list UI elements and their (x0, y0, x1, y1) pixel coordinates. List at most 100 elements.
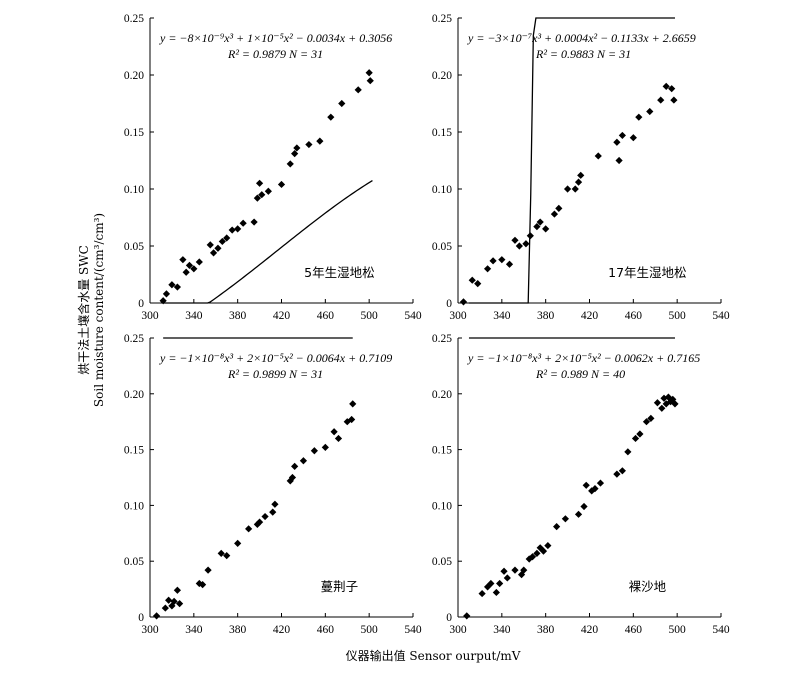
x-tick-label: 300 (449, 310, 467, 322)
data-point (152, 612, 161, 620)
data-point (528, 553, 537, 561)
data-point (255, 179, 264, 187)
y-tick-label: 0.10 (432, 184, 452, 196)
data-point (159, 297, 167, 305)
y-tick-label: 0.10 (124, 184, 144, 196)
y-tick-label: 0 (446, 612, 452, 624)
data-point (349, 400, 357, 408)
data-point (658, 404, 666, 412)
x-tick-label: 340 (493, 624, 511, 636)
data-point (553, 523, 561, 531)
data-point (365, 69, 373, 77)
data-point (255, 518, 264, 526)
data-point (218, 237, 226, 246)
x-tick-label: 460 (317, 310, 335, 322)
data-point (596, 479, 605, 487)
y-axis-label-cn: 烘干法土壤含水量 SWC (76, 245, 91, 375)
data-point (594, 152, 602, 160)
data-point (542, 225, 550, 233)
data-point (613, 470, 621, 478)
data-point (533, 223, 541, 231)
data-point (588, 487, 596, 495)
data-point (669, 395, 677, 403)
y-tick-label: 0.15 (124, 127, 144, 139)
data-point (474, 280, 482, 288)
scatter-panel-1: 300 340 380 420 460 500 540 0 0.05 0.10 0.15 0.20 0.… (124, 13, 422, 322)
data-point (253, 520, 261, 528)
data-point (277, 180, 286, 189)
data-point (591, 485, 599, 493)
fit-curve (163, 180, 373, 304)
scatter-panel-4: 300 340 380 420 460 500 540 0 0.05 0.10 0.15 0.20 0.… (432, 333, 730, 636)
data-point (520, 566, 528, 574)
y-tick-label: 0.25 (124, 13, 144, 25)
data-point (555, 204, 563, 212)
data-point (662, 82, 670, 90)
data-point (483, 265, 492, 273)
panel-label: 17年生湿地松 (608, 265, 686, 280)
data-point (563, 185, 572, 193)
data-point (175, 600, 184, 608)
data-point (271, 500, 279, 508)
scatter-panel-3: 300 340 380 420 460 500 540 0 0.05 0.10 0.15 0.20 0.… (124, 333, 422, 636)
data-point (354, 86, 362, 94)
x-tick-label: 380 (537, 624, 555, 636)
data-point (182, 268, 190, 276)
fit-equation: y = −1×10⁻⁸x³ + 2×10⁻⁵x² − 0.0064x + 0.7… (159, 351, 392, 365)
data-point (544, 541, 552, 550)
y-tick-label: 0.10 (432, 500, 452, 512)
data-point (571, 185, 579, 193)
x-tick-label: 460 (625, 624, 643, 636)
data-point (505, 260, 514, 268)
y-tick-label: 0.15 (124, 445, 144, 457)
panel-label: 裸沙地 (629, 579, 667, 594)
x-tick-label: 500 (669, 310, 687, 322)
data-point (662, 400, 670, 408)
y-tick-label: 0.05 (124, 241, 144, 253)
x-tick-label: 340 (185, 624, 203, 636)
data-point (321, 443, 329, 451)
data-point (526, 232, 534, 240)
y-tick-label: 0.20 (124, 389, 144, 401)
data-point (310, 447, 318, 455)
data-point (646, 107, 654, 116)
x-tick-label: 380 (537, 310, 555, 322)
y-tick-label: 0.15 (432, 127, 452, 139)
data-point (291, 150, 299, 158)
data-point (515, 242, 523, 250)
y-tick-label: 0 (138, 612, 144, 624)
chart-panels: 300 340 380 420 460 500 540 0 0.05 0.10 0.15 0.20 0.… (124, 13, 730, 636)
x-tick-label: 460 (625, 310, 643, 322)
data-point (574, 178, 583, 186)
x-tick-label: 500 (361, 310, 379, 322)
x-tick-label: 340 (185, 310, 203, 322)
data-point (165, 596, 173, 604)
data-point (498, 256, 506, 264)
data-point (642, 418, 651, 426)
data-point (261, 512, 269, 521)
x-tick-label: 420 (581, 624, 599, 636)
x-tick-label: 540 (712, 624, 730, 636)
data-point (668, 85, 676, 93)
data-point (185, 261, 194, 269)
x-tick-label: 540 (712, 310, 730, 322)
data-point (316, 137, 324, 145)
data-point (327, 113, 335, 121)
data-point (511, 236, 519, 244)
y-tick-label: 0 (138, 298, 144, 310)
data-point (286, 160, 294, 168)
fit-equation: y = −1×10⁻⁸x³ + 2×10⁻⁵x² − 0.0062x + 0.7… (467, 351, 700, 365)
x-tick-label: 300 (141, 310, 159, 322)
panel-label: 蔓荆子 (321, 579, 359, 594)
data-point (239, 219, 247, 227)
data-point (190, 265, 198, 273)
data-point (660, 394, 668, 402)
data-point (195, 258, 203, 266)
data-point (173, 283, 181, 291)
x-tick-label: 300 (449, 624, 467, 636)
data-point (264, 187, 272, 195)
data-point (635, 113, 643, 121)
data-point (636, 430, 644, 438)
x-tick-label: 420 (273, 310, 291, 322)
